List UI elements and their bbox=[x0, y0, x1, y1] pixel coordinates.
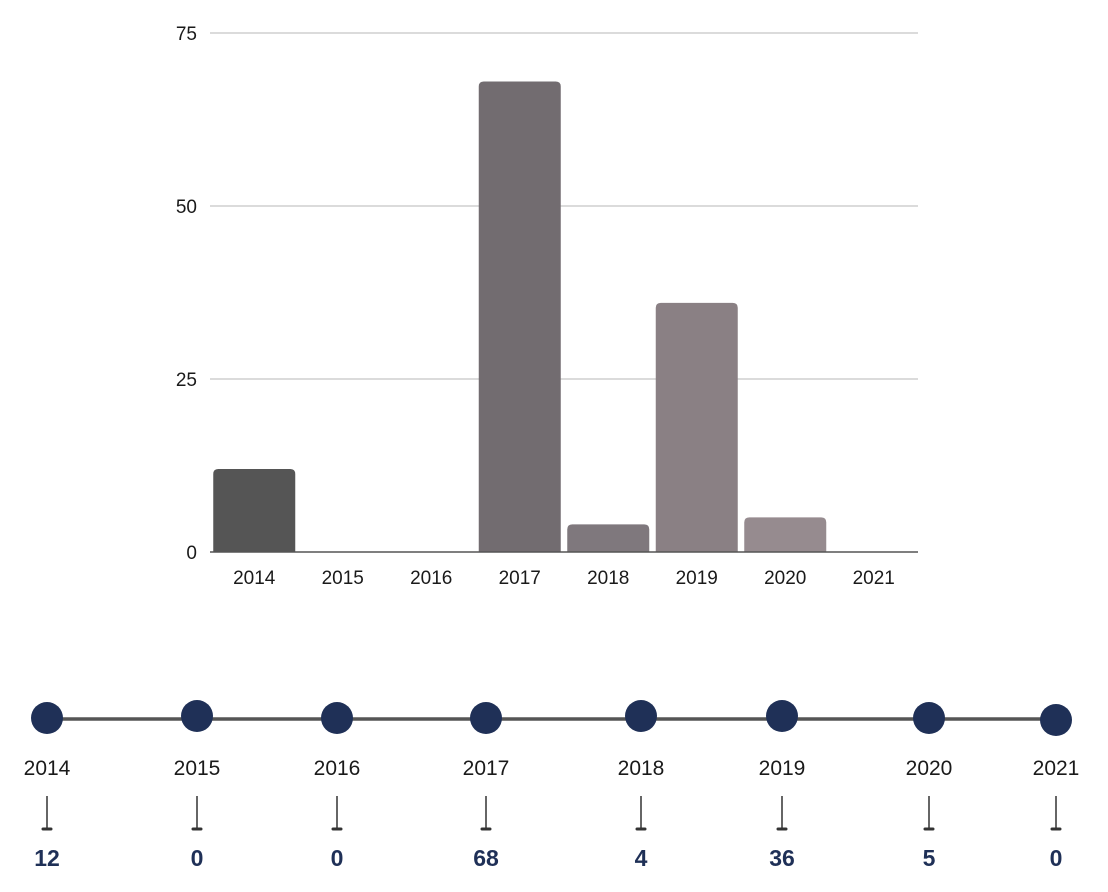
timeline-dot bbox=[913, 702, 945, 734]
timeline-dot bbox=[766, 700, 798, 732]
x-tick-label: 2020 bbox=[764, 568, 806, 589]
timeline-value: 0 bbox=[1050, 845, 1063, 871]
timeline-year: 2021 bbox=[1033, 757, 1080, 780]
timeline-value: 0 bbox=[331, 845, 344, 871]
timeline-value: 68 bbox=[473, 845, 499, 871]
timeline-dot bbox=[1040, 704, 1072, 736]
bar-2018 bbox=[567, 524, 650, 552]
timeline-item: 2015 0 bbox=[174, 700, 221, 871]
timeline-item: 2014 12 bbox=[24, 702, 71, 871]
timeline-value: 0 bbox=[191, 845, 204, 871]
timeline-dot bbox=[470, 702, 502, 734]
timeline-value: 4 bbox=[635, 845, 648, 871]
x-tick-label: 2014 bbox=[233, 568, 276, 589]
gridlines bbox=[210, 32, 918, 380]
bar-series bbox=[213, 81, 827, 552]
timeline-year: 2019 bbox=[759, 757, 806, 780]
timeline-item: 2019 36 bbox=[759, 700, 806, 871]
timeline-item: 2018 4 bbox=[618, 700, 665, 871]
timeline: 2014122015020160201768201842019362020520… bbox=[24, 700, 1080, 871]
y-tick-label: 50 bbox=[176, 197, 197, 218]
timeline-item: 2021 0 bbox=[1033, 704, 1080, 871]
timeline-year: 2014 bbox=[24, 757, 71, 780]
y-tick-label: 25 bbox=[176, 370, 197, 391]
timeline-value: 5 bbox=[923, 845, 936, 871]
timeline-dot bbox=[31, 702, 63, 734]
bar-2014 bbox=[213, 468, 296, 552]
bar-2020 bbox=[744, 517, 827, 552]
timeline-year: 2018 bbox=[618, 757, 665, 780]
y-axis: 0 25 50 75 bbox=[176, 24, 197, 564]
timeline-value: 12 bbox=[34, 845, 60, 871]
timeline-dot bbox=[321, 702, 353, 734]
y-tick-label: 75 bbox=[176, 24, 197, 45]
timeline-year: 2016 bbox=[314, 757, 361, 780]
bar-2017 bbox=[478, 81, 561, 552]
x-tick-label: 2021 bbox=[853, 568, 895, 589]
x-tick-label: 2019 bbox=[676, 568, 718, 589]
timeline-dot bbox=[181, 700, 213, 732]
timeline-item: 2020 5 bbox=[906, 702, 953, 871]
timeline-year: 2017 bbox=[463, 757, 510, 780]
timeline-year: 2015 bbox=[174, 757, 221, 780]
x-axis: 2014 2015 2016 2017 2018 2019 2020 2021 bbox=[210, 551, 918, 589]
y-tick-label: 0 bbox=[186, 543, 197, 564]
timeline-dot bbox=[625, 700, 657, 732]
timeline-year: 2020 bbox=[906, 757, 953, 780]
x-tick-label: 2016 bbox=[410, 568, 452, 589]
timeline-item: 2016 0 bbox=[314, 702, 361, 871]
x-tick-label: 2015 bbox=[322, 568, 364, 589]
x-tick-label: 2017 bbox=[499, 568, 541, 589]
bar-2019 bbox=[655, 302, 738, 552]
x-tick-label: 2018 bbox=[587, 568, 629, 589]
timeline-item: 2017 68 bbox=[463, 702, 510, 871]
timeline-value: 36 bbox=[769, 845, 795, 871]
